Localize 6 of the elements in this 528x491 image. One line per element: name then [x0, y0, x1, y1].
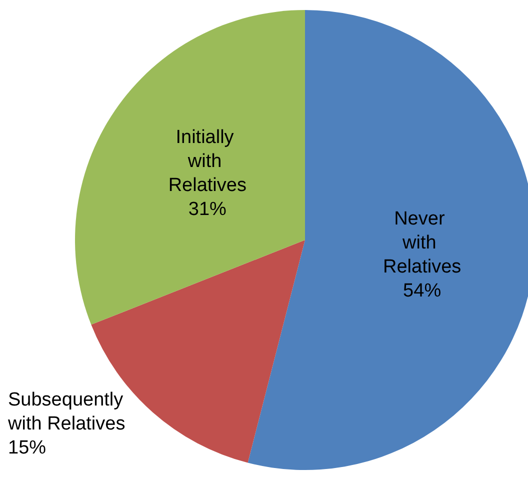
data-label: 31%: [188, 199, 227, 220]
slice-label: Initially with Relatives: [168, 127, 246, 196]
slice-label: Never with Relatives: [382, 208, 462, 278]
data-label: 54%: [403, 280, 442, 302]
slice-label: Subsequently with Relatives: [7, 389, 128, 434]
data-label: 15%: [8, 437, 46, 458]
